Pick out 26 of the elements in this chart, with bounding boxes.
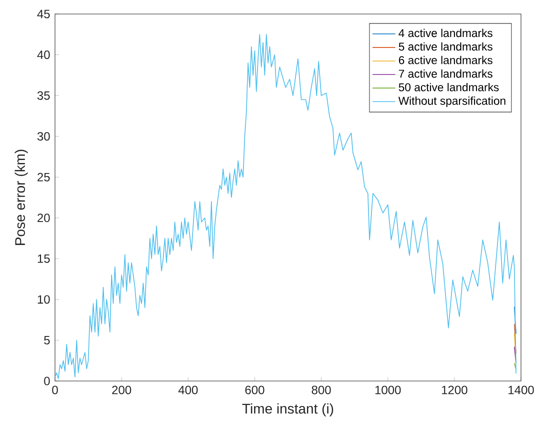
y-axis-title: Pose error (km) [14,150,28,245]
y-tick-label: 45 [37,10,50,18]
x-tick-label: 1400 [508,386,534,394]
x-tick-label: 1200 [442,386,468,394]
legend-label: 50 active landmarks [398,82,499,92]
x-tick-label: 600 [245,386,264,394]
y-tick-label: 30 [37,132,50,141]
y-tick-label: 40 [37,50,50,60]
y-tick-label: 10 [38,295,50,304]
y-tick-label: 15 [38,254,50,263]
y-tick-label: 5 [44,336,50,344]
y-tick-label: 0 [44,376,50,386]
legend-label: Without sparsification [398,96,506,108]
legend-label: 5 active landmarks [398,42,492,51]
legend-label: 4 active landmarks [398,28,492,38]
x-axis-title: Time instant (i) [242,403,334,416]
legend-label: 6 active landmarks [398,56,492,64]
y-tick-label: 25 [38,172,50,182]
x-tick-label: 800 [312,386,331,394]
x-tick-label: 0 [52,386,58,394]
y-tick-label: 35 [37,91,50,100]
x-tick-label: 1000 [375,386,401,394]
y-tick-label: 20 [38,214,50,222]
x-tick-label: 200 [112,386,132,394]
legend-label: 7 active landmarks [398,69,492,78]
x-tick-label: 400 [178,386,198,394]
